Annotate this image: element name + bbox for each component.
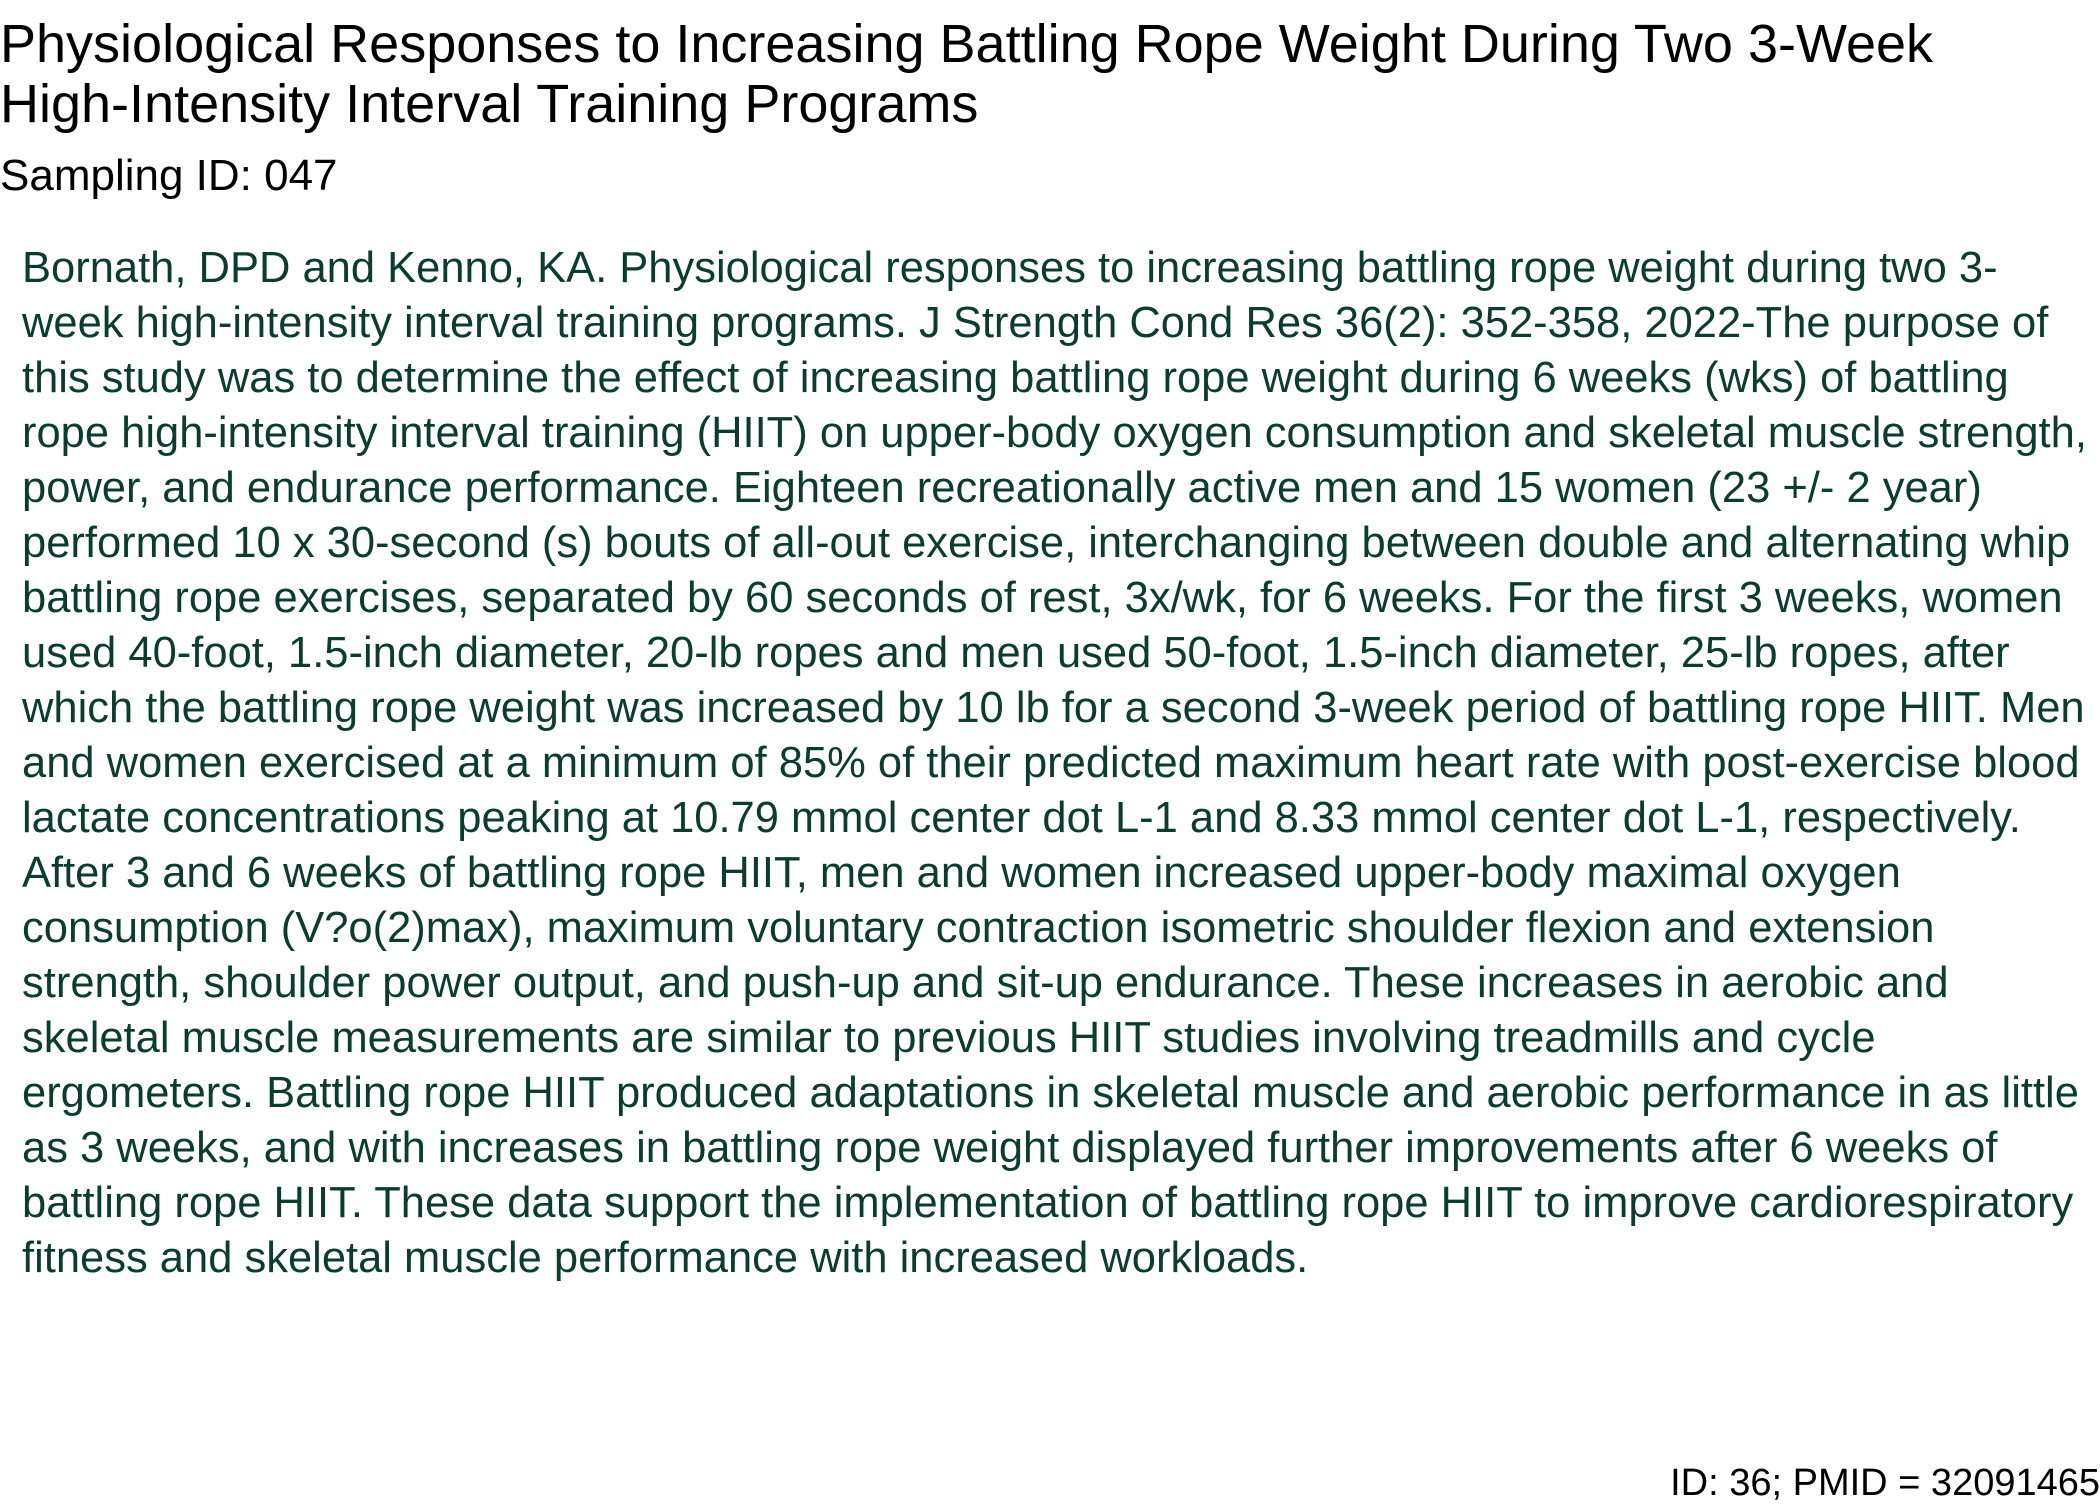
footer-id-pmid: ID: 36; PMID = 32091465	[1670, 1462, 2100, 1504]
sampling-id: Sampling ID: 047	[0, 151, 338, 200]
document-title: Physiological Responses to Increasing Ba…	[0, 14, 1934, 134]
abstract-text: Bornath, DPD and Kenno, KA. Physiologica…	[22, 244, 2087, 1282]
